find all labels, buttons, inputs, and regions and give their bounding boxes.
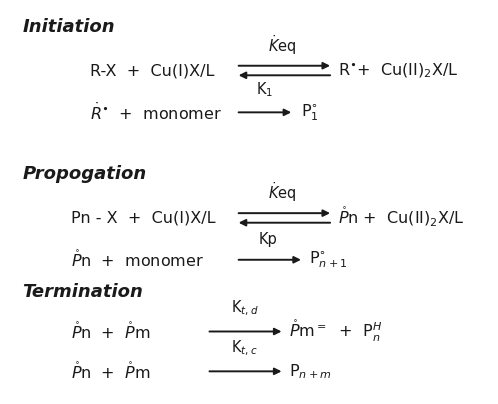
Text: R$^{\bullet}$+  Cu(II)$_2$X/L: R$^{\bullet}$+ Cu(II)$_2$X/L xyxy=(338,61,458,80)
Text: $\dot{K}$eq: $\dot{K}$eq xyxy=(268,180,296,204)
Text: Propogation: Propogation xyxy=(22,165,146,183)
Text: K$_{t,c}$: K$_{t,c}$ xyxy=(231,339,258,358)
Text: $\mathring{P}$n  +  $\mathring{P}$m: $\mathring{P}$n + $\mathring{P}$m xyxy=(71,361,150,382)
Text: P$_1^{\circ}$: P$_1^{\circ}$ xyxy=(301,102,319,122)
Text: K$_{t,d}$: K$_{t,d}$ xyxy=(231,299,258,318)
Text: R-X  +  Cu(I)X/L: R-X + Cu(I)X/L xyxy=(90,63,215,78)
Text: Termination: Termination xyxy=(22,283,143,301)
Text: $\mathring{P}$n  +  monomer: $\mathring{P}$n + monomer xyxy=(71,249,204,270)
Text: P$_{n+1}^{\circ}$: P$_{n+1}^{\circ}$ xyxy=(309,250,347,270)
Text: Kp: Kp xyxy=(259,231,278,246)
Text: $\mathring{P}$n +  Cu(II)$_2$X/L: $\mathring{P}$n + Cu(II)$_2$X/L xyxy=(338,206,464,229)
Text: Initiation: Initiation xyxy=(22,18,115,36)
Text: $\mathring{P}$m$^{=}$  +  P$_n^H$: $\mathring{P}$m$^{=}$ + P$_n^H$ xyxy=(289,319,382,344)
Text: $\mathring{P}$n  +  $\mathring{P}$m: $\mathring{P}$n + $\mathring{P}$m xyxy=(71,321,150,342)
Text: K$_1$: K$_1$ xyxy=(256,80,273,99)
Text: $\dot{K}$eq: $\dot{K}$eq xyxy=(268,33,296,57)
Text: Pn - X  +  Cu(I)X/L: Pn - X + Cu(I)X/L xyxy=(71,210,215,225)
Text: P$_{n+m}$: P$_{n+m}$ xyxy=(289,362,332,381)
Text: $\dot{R}^{\bullet}$  +  monomer: $\dot{R}^{\bullet}$ + monomer xyxy=(90,102,222,123)
